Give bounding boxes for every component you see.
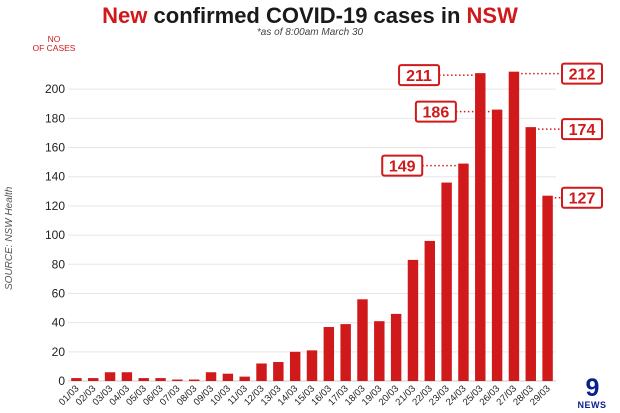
bar-18-03 bbox=[357, 299, 368, 381]
y-tick-label-0: 0 bbox=[58, 374, 65, 388]
bar-10-03 bbox=[222, 373, 234, 381]
bar-02-03 bbox=[88, 378, 99, 381]
data-label-212: 212 bbox=[569, 67, 596, 84]
y-tick-label-180: 180 bbox=[45, 111, 65, 125]
bar-04-03 bbox=[121, 372, 133, 381]
y-tick-label-140: 140 bbox=[45, 170, 65, 184]
bar-15-03 bbox=[306, 350, 318, 381]
bar-26-03 bbox=[491, 109, 503, 381]
bar-22-03 bbox=[424, 240, 436, 381]
data-label-127: 127 bbox=[569, 191, 596, 208]
bar-14-03 bbox=[289, 351, 301, 381]
title-highlight-new: New bbox=[102, 3, 148, 28]
callout-box-212 bbox=[561, 62, 603, 85]
y-axis-title-line2: OF CASES bbox=[32, 43, 76, 53]
logo-mark: 9 bbox=[585, 374, 600, 402]
title-highlight-nsw: NSW bbox=[466, 3, 518, 28]
bar-12-03 bbox=[256, 363, 267, 381]
callout-box-174 bbox=[561, 118, 603, 141]
bar-20-03 bbox=[390, 313, 402, 381]
callout-box-127 bbox=[561, 186, 603, 209]
logo-text: NEWS bbox=[577, 400, 607, 410]
bar-29-03 bbox=[542, 195, 553, 381]
bar-01-03 bbox=[71, 378, 82, 381]
bar-07-03 bbox=[172, 379, 183, 381]
bar-17-03 bbox=[340, 324, 351, 381]
x-tick-label-29-03: 29/03 bbox=[528, 383, 553, 408]
bar-24-03 bbox=[458, 163, 469, 381]
bar-23-03 bbox=[441, 182, 452, 381]
y-tick-label-40: 40 bbox=[52, 316, 66, 330]
data-label-174: 174 bbox=[569, 122, 596, 139]
y-axis-title: NO OF CASES bbox=[24, 35, 84, 53]
y-tick-label-80: 80 bbox=[52, 257, 66, 271]
y-axis-title-line1: NO bbox=[47, 34, 61, 44]
chart-title: New confirmed COVID-19 cases in NSW bbox=[0, 3, 620, 29]
callout-box-211 bbox=[398, 64, 441, 87]
y-tick-label-160: 160 bbox=[45, 141, 65, 155]
bar-16-03 bbox=[323, 327, 335, 381]
bar-25-03 bbox=[475, 73, 486, 381]
callout-box-149 bbox=[381, 154, 424, 177]
bar-09-03 bbox=[205, 372, 217, 381]
bar-05-03 bbox=[138, 378, 149, 381]
chart-subtitle: *as of 8:00am March 30 bbox=[256, 27, 364, 38]
bar-11-03 bbox=[239, 376, 250, 381]
bar-28-03 bbox=[525, 127, 536, 381]
y-tick-label-60: 60 bbox=[52, 286, 66, 300]
y-tick-label-200: 200 bbox=[45, 82, 65, 96]
bar-19-03 bbox=[374, 321, 385, 381]
data-label-149: 149 bbox=[389, 159, 416, 176]
data-label-211: 211 bbox=[406, 68, 432, 85]
title-middle: confirmed COVID-19 cases in bbox=[147, 3, 467, 28]
bar-06-03 bbox=[155, 378, 166, 381]
bar-21-03 bbox=[407, 259, 419, 381]
nine-news-logo: 9 NEWS bbox=[572, 374, 612, 411]
bar-08-03 bbox=[188, 379, 200, 381]
data-label-186: 186 bbox=[423, 105, 450, 122]
bar-27-03 bbox=[508, 71, 520, 381]
bar-03-03 bbox=[104, 372, 116, 381]
bar-13-03 bbox=[273, 362, 284, 381]
y-tick-label-20: 20 bbox=[52, 345, 66, 359]
y-tick-label-100: 100 bbox=[45, 228, 65, 242]
y-tick-label-120: 120 bbox=[45, 199, 65, 213]
callout-box-186 bbox=[414, 100, 457, 123]
